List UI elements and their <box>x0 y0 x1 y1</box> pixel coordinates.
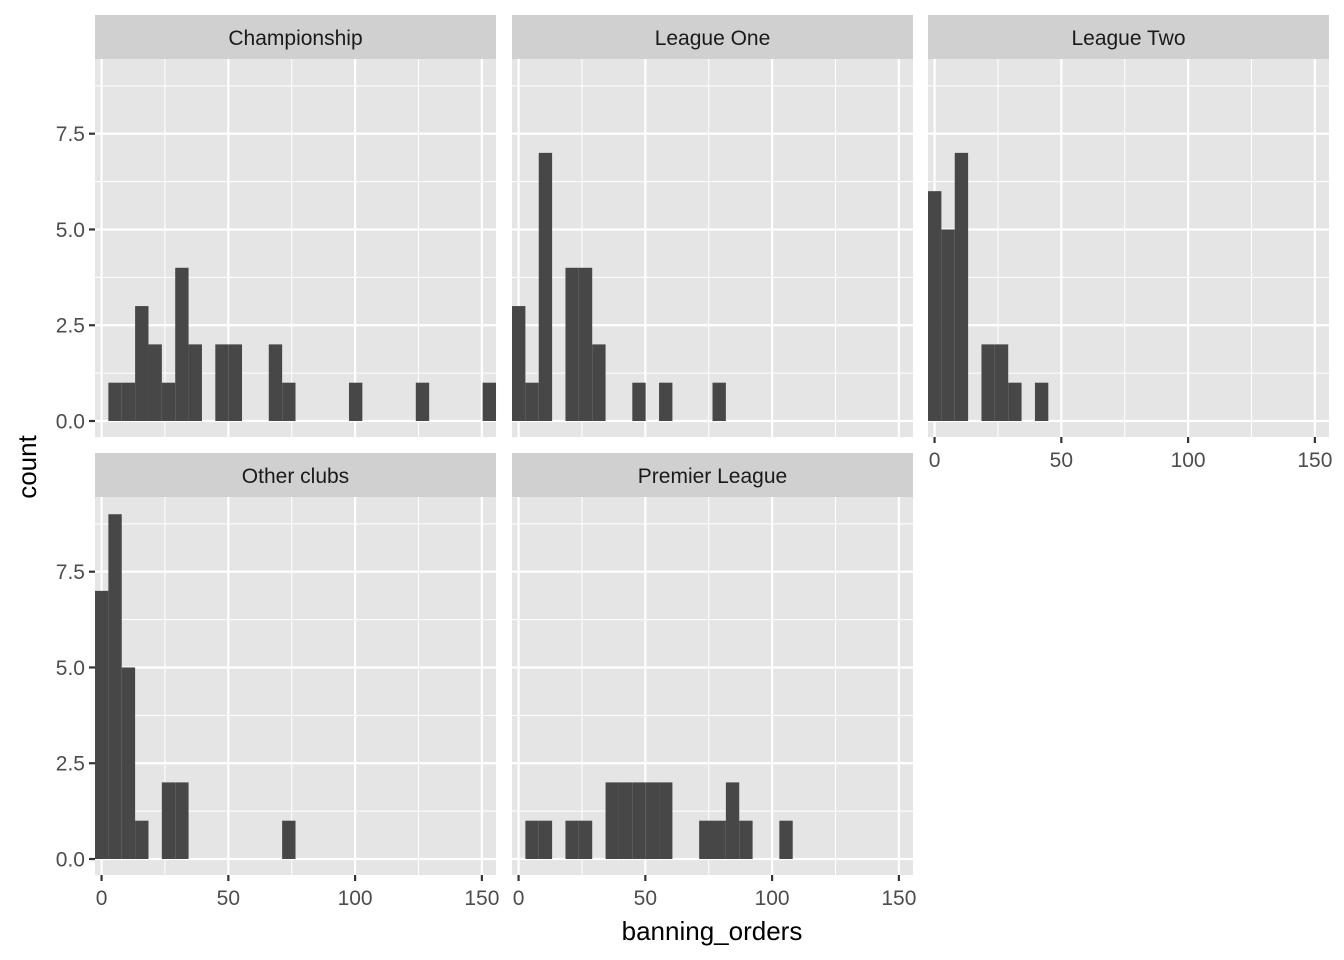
x-tick-label: 50 <box>217 887 240 910</box>
histogram-bar <box>482 382 497 421</box>
histogram-bar <box>175 782 189 859</box>
histogram-bar <box>215 344 229 421</box>
histogram-bar <box>779 820 793 859</box>
histogram-bar <box>161 382 176 421</box>
facet-strip <box>512 453 913 497</box>
histogram-bar <box>1008 382 1022 421</box>
y-tick-label: 5.0 <box>56 219 85 242</box>
y-tick-label: 0.0 <box>56 849 85 872</box>
facet-strip-label: Other clubs <box>242 465 349 488</box>
histogram-bar <box>538 152 553 421</box>
facet-strip-label: League One <box>655 27 771 50</box>
histogram-bar <box>928 191 942 421</box>
histogram-bar <box>699 820 713 859</box>
panel-background <box>95 497 496 875</box>
y-axis-title: count <box>12 434 42 498</box>
histogram-bar <box>175 267 189 421</box>
histogram-bar <box>712 820 726 859</box>
histogram-bar <box>578 267 593 421</box>
histogram-bar <box>135 306 149 421</box>
facet-strip-label: Championship <box>228 27 362 50</box>
histogram-bar <box>565 820 579 859</box>
facet-strip-label: Premier League <box>638 465 787 488</box>
y-tick-label: 2.5 <box>56 753 85 776</box>
histogram-bar <box>954 152 969 421</box>
histogram-bar <box>712 382 726 421</box>
histogram-bar <box>95 590 109 859</box>
histogram-bar <box>121 667 136 859</box>
histogram-bar <box>348 382 363 421</box>
histogram-bar <box>632 782 646 859</box>
histogram-bar <box>618 782 633 859</box>
histogram-bar <box>188 344 202 421</box>
facet-strip <box>512 15 913 59</box>
histogram-bar <box>161 782 176 859</box>
x-tick-label: 0 <box>96 887 108 910</box>
y-tick-label: 7.5 <box>56 123 85 146</box>
y-tick-label: 2.5 <box>56 315 85 338</box>
histogram-bar <box>739 820 753 859</box>
histogram-bar <box>645 782 660 859</box>
y-tick-label: 0.0 <box>56 411 85 434</box>
histogram-bar <box>148 344 162 421</box>
panel-background <box>512 497 913 875</box>
facet-strip <box>95 15 496 59</box>
x-tick-label: 50 <box>634 887 657 910</box>
histogram-bar <box>415 382 430 421</box>
histogram-bar <box>578 820 593 859</box>
facet-other-clubs: Other clubs 0 50 100 150 0.0 2.5 5.0 7.5 <box>56 453 499 910</box>
x-tick-label: 50 <box>1050 449 1073 472</box>
facet-panels: Championship 0.0 2.5 5.0 7.5 League One League… <box>56 15 1332 910</box>
histogram-bar <box>512 306 526 421</box>
histogram-bar <box>941 229 955 421</box>
x-axis-title: banning_orders <box>622 916 803 946</box>
facet-league-one: League One <box>512 15 913 437</box>
facet-championship: Championship 0.0 2.5 5.0 7.5 <box>56 15 497 437</box>
histogram-bar <box>268 344 283 421</box>
histogram-bar <box>108 382 122 421</box>
y-tick-label: 5.0 <box>56 657 85 680</box>
x-tick-label: 150 <box>464 887 499 910</box>
histogram-bar <box>282 820 296 859</box>
x-tick-label: 150 <box>1297 449 1332 472</box>
histogram-bar <box>108 514 122 859</box>
y-tick-label: 7.5 <box>56 561 85 584</box>
x-tick-label: 150 <box>881 887 916 910</box>
histogram-bar <box>538 820 553 859</box>
histogram-bar <box>659 382 673 421</box>
histogram-bar <box>592 344 606 421</box>
histogram-bar <box>282 382 296 421</box>
x-tick-label: 0 <box>929 449 941 472</box>
histogram-bar <box>725 782 740 859</box>
histogram-bar <box>632 382 646 421</box>
histogram-bar <box>525 820 539 859</box>
histogram-bar <box>135 820 149 859</box>
histogram-bar <box>525 382 539 421</box>
x-tick-label: 100 <box>755 887 790 910</box>
facet-league-two: League Two 0 50 100 150 <box>928 15 1332 472</box>
facet-strip <box>95 453 496 497</box>
histogram-bar <box>605 782 619 859</box>
histogram-bar <box>228 344 243 421</box>
facet-strip <box>928 15 1329 59</box>
histogram-bar <box>659 782 673 859</box>
facet-premier-league: Premier League 0 50 100 150 <box>512 453 916 910</box>
histogram-bar <box>981 344 995 421</box>
x-tick-label: 0 <box>513 887 525 910</box>
histogram-bar <box>994 344 1009 421</box>
histogram-bar <box>565 267 579 421</box>
x-tick-label: 100 <box>338 887 373 910</box>
histogram-bar <box>121 382 136 421</box>
x-tick-label: 100 <box>1171 449 1206 472</box>
histogram-bar <box>1034 382 1049 421</box>
facet-strip-label: League Two <box>1071 27 1185 50</box>
